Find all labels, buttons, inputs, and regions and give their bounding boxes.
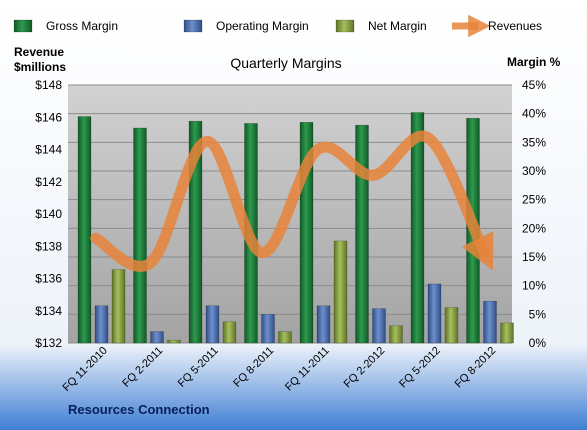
right-tick-label-6: 30%	[522, 164, 546, 178]
bar-operating-margin-0	[94, 305, 109, 344]
left-axis-ticks: $132 $134 $136 $138 $140 $142 $144 $146 $148	[35, 78, 62, 350]
legend-label-net-margin: Net Margin	[368, 19, 427, 33]
legend: Gross Margin Operating Margin Net Margin Re…	[13, 14, 542, 38]
legend-label-revenues: Revenues	[488, 19, 542, 33]
left-axis-label-line1: Revenue	[14, 45, 64, 59]
right-tick-label-0: 0%	[529, 336, 547, 350]
bar-gross-margin-6	[410, 112, 425, 344]
left-tick-label-1: $134	[35, 304, 62, 318]
legend-swatch-operating-margin	[183, 19, 203, 33]
left-tick-label-5: $142	[35, 175, 62, 189]
chart-title: Quarterly Margins	[230, 55, 341, 71]
bar-operating-margin-7	[483, 300, 497, 344]
bar-gross-margin-0	[77, 116, 92, 344]
bar-net-margin-0	[111, 269, 126, 344]
bar-operating-margin-3	[261, 314, 275, 344]
legend-swatch-net-margin	[335, 19, 355, 33]
bar-operating-margin-6	[427, 283, 442, 344]
left-tick-label-4: $140	[35, 207, 62, 221]
bar-operating-margin-2	[205, 305, 220, 344]
right-tick-label-9: 45%	[522, 78, 546, 92]
bar-gross-margin-1	[133, 127, 147, 344]
revenue-line-group	[90, 130, 494, 272]
bar-net-margin-3	[278, 331, 292, 344]
right-axis-ticks: 0% 5% 10% 15% 20% 25% 30% 35% 40% 45%	[522, 78, 546, 350]
legend-label-operating-margin: Operating Margin	[216, 19, 309, 33]
left-tick-label-6: $144	[35, 143, 62, 157]
bar-operating-margin-1	[150, 331, 164, 344]
revenue-line	[90, 130, 494, 272]
footer-label: Resources Connection	[68, 402, 210, 417]
left-tick-label-0: $132	[35, 336, 62, 350]
bar-gross-margin-2	[188, 120, 203, 344]
left-tick-label-8: $148	[35, 78, 62, 92]
right-tick-label-7: 35%	[522, 135, 546, 149]
legend-label-gross-margin: Gross Margin	[46, 19, 118, 33]
right-tick-label-8: 40%	[522, 107, 546, 121]
legend-swatch-gross-margin	[13, 19, 33, 33]
right-tick-label-2: 10%	[522, 279, 546, 293]
left-tick-label-7: $146	[35, 110, 62, 124]
bar-net-margin-2	[222, 321, 237, 344]
left-axis-label-line2: $millions	[14, 60, 66, 74]
bar-operating-margin-4	[316, 305, 331, 344]
bar-net-margin-5	[389, 325, 403, 344]
right-tick-label-1: 5%	[529, 307, 547, 321]
bar-net-margin-4	[333, 240, 348, 344]
left-tick-label-2: $136	[35, 272, 62, 286]
bar-group	[77, 112, 514, 344]
bar-net-margin-7	[500, 322, 514, 344]
right-tick-label-5: 25%	[522, 193, 546, 207]
right-tick-label-3: 15%	[522, 250, 546, 264]
bar-net-margin-6	[444, 307, 459, 344]
left-tick-label-3: $138	[35, 239, 62, 253]
right-axis-label: Margin %	[507, 55, 561, 69]
bar-operating-margin-5	[372, 308, 386, 344]
bar-net-margin-1	[167, 339, 181, 344]
bar-gross-margin-5	[355, 124, 369, 344]
right-tick-label-4: 20%	[522, 221, 546, 235]
